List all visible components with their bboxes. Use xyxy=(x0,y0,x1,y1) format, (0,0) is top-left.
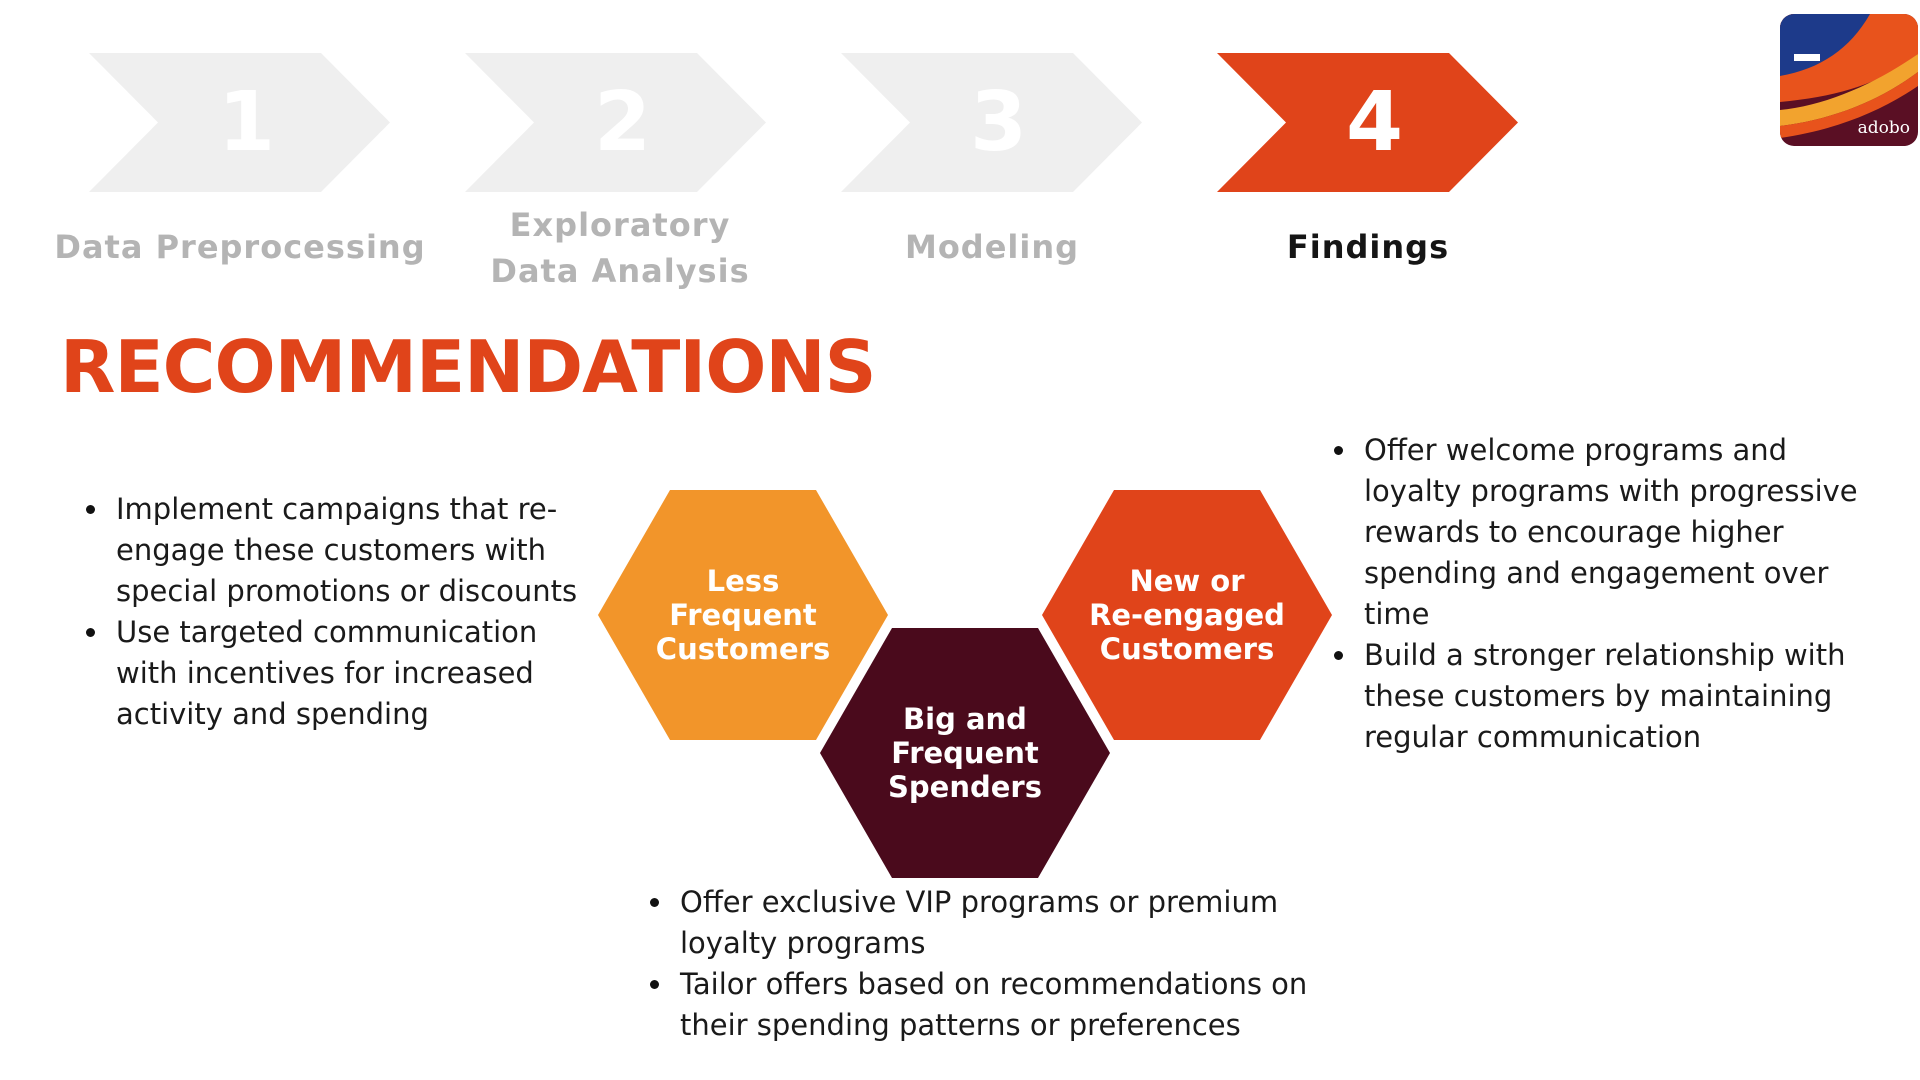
chevron-shape xyxy=(465,53,766,192)
step-number: 2 xyxy=(593,75,652,170)
list-item: Offer welcome programs and loyalty progr… xyxy=(1334,430,1884,635)
step-2-label: Exploratory Data Analysis xyxy=(490,206,750,290)
step-4-chevron: 4 xyxy=(1217,53,1518,192)
hex-less-frequent-customers: Less Frequent Customers xyxy=(598,490,888,740)
hexagon-shape xyxy=(598,490,888,740)
step-3-chevron: 3 xyxy=(841,53,1142,192)
hex-big-frequent-spenders: Big and Frequent Spenders xyxy=(820,628,1110,878)
chevron-shape xyxy=(1217,53,1518,192)
new-reengaged-recommendations: Offer welcome programs and loyalty progr… xyxy=(1334,430,1884,758)
hex-label: Less Frequent Customers xyxy=(655,564,831,666)
hex-label: Big and Frequent Spenders xyxy=(888,702,1042,804)
logo-text: adobo xyxy=(1857,118,1910,138)
logo-graphic xyxy=(1780,14,1918,146)
hex-label: New or Re-engaged Customers xyxy=(1089,564,1285,666)
adobo-logo: adobo xyxy=(1780,14,1918,146)
step-1-chevron: 1 xyxy=(89,53,390,192)
step-number: 4 xyxy=(1345,75,1404,170)
step-3-label: Modeling xyxy=(904,228,1080,266)
list-item: Offer exclusive VIP programs or premium … xyxy=(650,882,1370,964)
step-4-label: Findings xyxy=(1286,228,1450,266)
list-item: Use targeted communication with incentiv… xyxy=(86,612,596,735)
hexagon-shape xyxy=(1042,490,1332,740)
page-title: RECOMMENDATIONS xyxy=(60,325,877,409)
chevron-shape xyxy=(89,53,390,192)
chevron-shape xyxy=(841,53,1142,192)
less-frequent-recommendations: Implement campaigns that re-engage these… xyxy=(86,489,596,735)
list-item: Build a stronger relationship with these… xyxy=(1334,635,1884,758)
step-number: 3 xyxy=(969,75,1028,170)
step-2-chevron: 2 xyxy=(465,53,766,192)
list-item: Implement campaigns that re-engage these… xyxy=(86,489,596,612)
hexagon-shape xyxy=(820,628,1110,878)
step-number: 1 xyxy=(217,75,276,170)
list-item: Tailor offers based on recommendations o… xyxy=(650,964,1370,1046)
hex-new-reengaged-customers: New or Re-engaged Customers xyxy=(1042,490,1332,740)
step-1-label: Data Preprocessing xyxy=(54,228,426,266)
big-frequent-recommendations: Offer exclusive VIP programs or premium … xyxy=(650,882,1370,1046)
